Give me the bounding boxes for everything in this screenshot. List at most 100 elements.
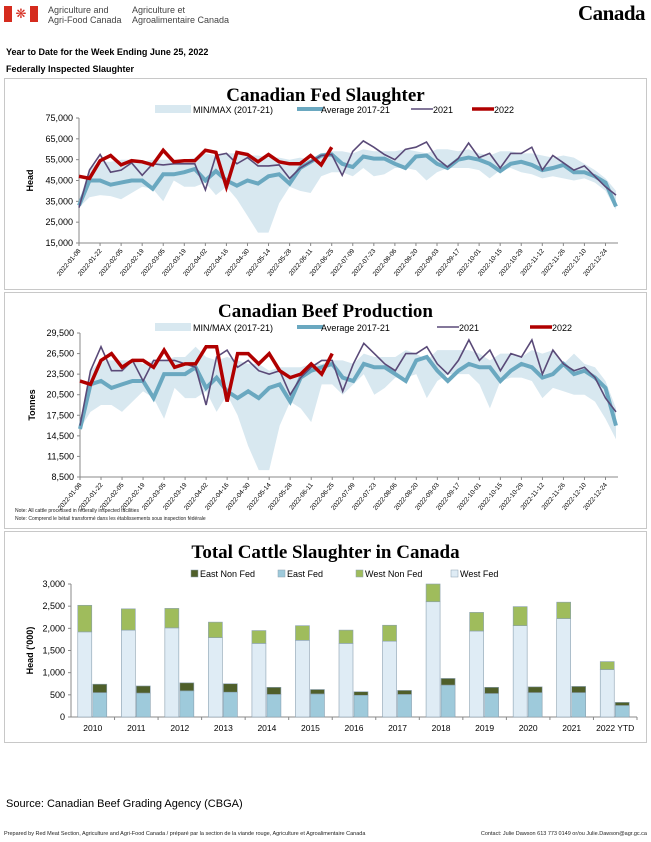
bar-east-non-fed (614, 702, 630, 706)
bar-west-fed (556, 618, 571, 718)
legend-swatch-minmax (155, 105, 191, 113)
x-tick-label: 2011 (127, 723, 146, 733)
bar-east-fed (136, 692, 151, 718)
bar-east-fed (397, 694, 412, 718)
department-name-en: Agriculture and Agri-Food Canada (48, 5, 122, 25)
dept-fr-line2: Agroalimentaire Canada (132, 15, 230, 25)
bar-west-fed (208, 637, 223, 718)
bar-east-non-fed (310, 689, 325, 695)
legend-swatch (355, 569, 364, 578)
bar-west-fed (251, 643, 267, 718)
bar-east-non-fed (92, 683, 108, 693)
dept-en-line2: Agri-Food Canada (48, 15, 122, 25)
bar-west-non-fed (295, 625, 310, 641)
y-tick-label: 35,000 (45, 196, 73, 206)
legend: East Non Fed East Fed West Non Fed West Fed (190, 569, 498, 579)
dept-fr-line1: Agriculture et (132, 5, 186, 15)
bar-west-fed (295, 640, 310, 718)
bar-east-non-fed (353, 691, 369, 696)
y-tick-label: 0 (60, 712, 65, 722)
y-tick-label: 17,500 (46, 410, 74, 420)
y-tick-label: 1,000 (42, 668, 65, 678)
minmax-band (79, 149, 616, 233)
bar-east-non-fed (527, 686, 543, 693)
bar-east-fed (440, 684, 456, 718)
bar-east-non-fed (136, 685, 151, 694)
bar-east-non-fed (484, 686, 499, 694)
bar-east-non-fed (571, 686, 586, 693)
legend-label: West Fed (460, 569, 498, 579)
bar-west-non-fed (556, 601, 571, 619)
legend-label: 2022 (552, 323, 572, 333)
legend-label: MIN/MAX (2017-21) (193, 105, 273, 115)
x-tick-label: 2014 (257, 723, 276, 733)
canada-flag-icon: ❋ (4, 6, 38, 22)
bar-east-fed (571, 692, 586, 718)
y-tick-label: 65,000 (45, 134, 73, 144)
canada-wordmark: Canada (577, 1, 646, 25)
legend-label: East Fed (287, 569, 323, 579)
y-tick-label: 26,500 (46, 349, 74, 359)
chart-title: Canadian Beef Production (217, 301, 433, 322)
y-tick-label: 500 (50, 690, 65, 700)
report-subtitle: Year to Date for the Week Ending June 25… (6, 47, 209, 57)
bar-west-fed (77, 631, 93, 718)
x-tick-label: 2017 (388, 723, 407, 733)
y-axis-label: Head (25, 169, 35, 191)
y-tick-label: 11,500 (47, 451, 74, 461)
bar-west-fed (425, 601, 441, 718)
bar-east-non-fed (223, 683, 238, 693)
y-tick-label: 23,500 (46, 369, 74, 379)
bar-west-fed (512, 625, 528, 718)
x-tick-label: 2012 (170, 723, 189, 733)
bar-east-fed (266, 694, 282, 718)
bar-west-fed (599, 669, 615, 718)
fed-slaughter-panel: Canadian Fed Slaughter 15,000 25,000 35,00… (4, 78, 647, 290)
legend-label: 2022 (494, 105, 514, 115)
bar-east-non-fed (440, 678, 456, 686)
bar-east-fed (484, 693, 499, 718)
legend-label: Average 2017-21 (321, 323, 390, 333)
bar-east-fed (353, 694, 369, 718)
y-axis-label: Head ('000) (25, 627, 35, 675)
legend-label: Average 2017-21 (321, 105, 390, 115)
legend-swatch (190, 569, 199, 578)
x-tick-label: 2022 YTD (596, 723, 634, 733)
x-tick-label: 2010 (83, 723, 102, 733)
legend-swatch-minmax (155, 323, 191, 331)
minmax-band (80, 346, 616, 471)
bar-east-fed (614, 705, 630, 718)
bar-east-fed (92, 692, 108, 718)
line-2022 (78, 146, 334, 193)
x-tick-label: 2020 (519, 723, 538, 733)
bar-west-non-fed (599, 661, 615, 670)
bar-east-fed (527, 692, 543, 718)
y-tick-label: 25,000 (45, 217, 73, 227)
bar-west-non-fed (512, 606, 528, 626)
legend-swatch (277, 569, 286, 578)
beef-production-chart: 8,500 11,500 14,500 17,500 20,500 23,500 26,50… (27, 323, 618, 512)
bar-west-non-fed (77, 604, 93, 633)
total-cattle-chart: 0 500 1,000 1,500 2,000 2,500 3,000 Head ('000)… (25, 569, 638, 733)
x-tick-label: 2021 (562, 723, 581, 733)
y-tick-label: 8,500 (51, 472, 74, 482)
y-tick-label: 1,500 (42, 646, 65, 656)
prepared-by: Prepared by Red Meat Section, Agricultur… (4, 831, 366, 837)
bar-west-non-fed (121, 608, 136, 631)
bar-west-fed (469, 630, 484, 718)
legend-label: 2021 (459, 323, 479, 333)
y-tick-label: 2,000 (42, 623, 65, 633)
legend-label: MIN/MAX (2017-21) (193, 323, 273, 333)
chart-title: Total Cattle Slaughter in Canada (191, 542, 460, 563)
bar-east-fed (310, 693, 325, 718)
y-tick-label: 55,000 (45, 155, 73, 165)
bar-east-fed (179, 690, 195, 718)
total-cattle-panel: Total Cattle Slaughter in Canada 0 500 1,0… (4, 531, 647, 743)
line-2021 (78, 139, 617, 208)
legend: MIN/MAX (2017-21) Average 2017-21 2021 2022 (155, 105, 514, 115)
bar-west-non-fed (251, 630, 267, 644)
y-axis-label: Tonnes (27, 389, 37, 420)
contact-info: Contact: Julie Dawson 613 773 0149 or/ou… (480, 831, 647, 837)
y-tick-label: 45,000 (45, 176, 73, 186)
note-fr: Note: Comprend le bétail transformé dans… (15, 516, 206, 522)
